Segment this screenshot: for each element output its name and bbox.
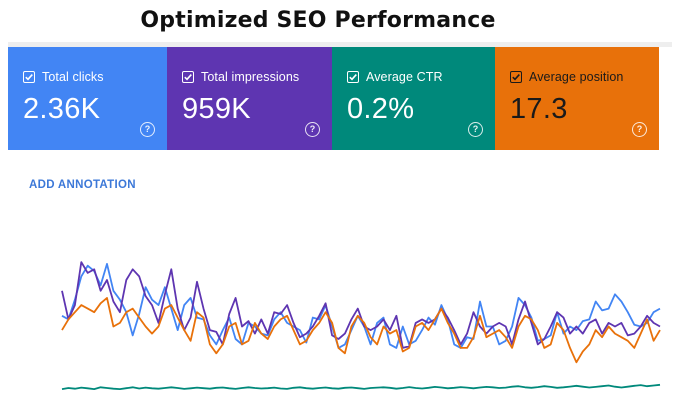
checkbox-checked-icon[interactable] [23, 71, 35, 83]
checkbox-checked-icon[interactable] [510, 71, 522, 83]
metric-label: Total clicks [42, 70, 104, 84]
metrics-top-strip [8, 42, 672, 47]
checkbox-checked-icon[interactable] [347, 71, 359, 83]
metric-label: Average CTR [366, 70, 443, 84]
add-annotation-link[interactable]: ADD ANNOTATION [29, 179, 136, 191]
page-title: Optimized SEO Performance [140, 8, 496, 33]
metric-card-average-ctr[interactable]: Average CTR 0.2% ? [332, 47, 495, 150]
metric-label: Average position [529, 70, 624, 84]
help-circle-icon[interactable]: ? [632, 122, 647, 137]
metric-value: 959K [182, 93, 251, 125]
metric-card-total-impressions[interactable]: Total impressions 959K ? [167, 47, 332, 150]
help-circle-icon[interactable]: ? [305, 122, 320, 137]
metric-value: 2.36K [23, 93, 101, 125]
help-circle-icon[interactable]: ? [140, 122, 155, 137]
checkbox-checked-icon[interactable] [182, 71, 194, 83]
metric-label: Total impressions [201, 70, 300, 84]
metric-cards: Total clicks 2.36K ? Total impressions 9… [8, 47, 659, 150]
help-circle-icon[interactable]: ? [468, 122, 483, 137]
series-line-total-impressions [61, 261, 661, 349]
series-line-total-clicks [61, 262, 661, 349]
metric-value: 0.2% [347, 93, 415, 125]
metric-card-average-position[interactable]: Average position 17.3 ? [495, 47, 659, 150]
metric-card-total-clicks[interactable]: Total clicks 2.36K ? [8, 47, 167, 150]
metric-value: 17.3 [510, 93, 568, 125]
series-line-average-position [61, 296, 661, 364]
series-line-average-ctr [61, 383, 661, 391]
